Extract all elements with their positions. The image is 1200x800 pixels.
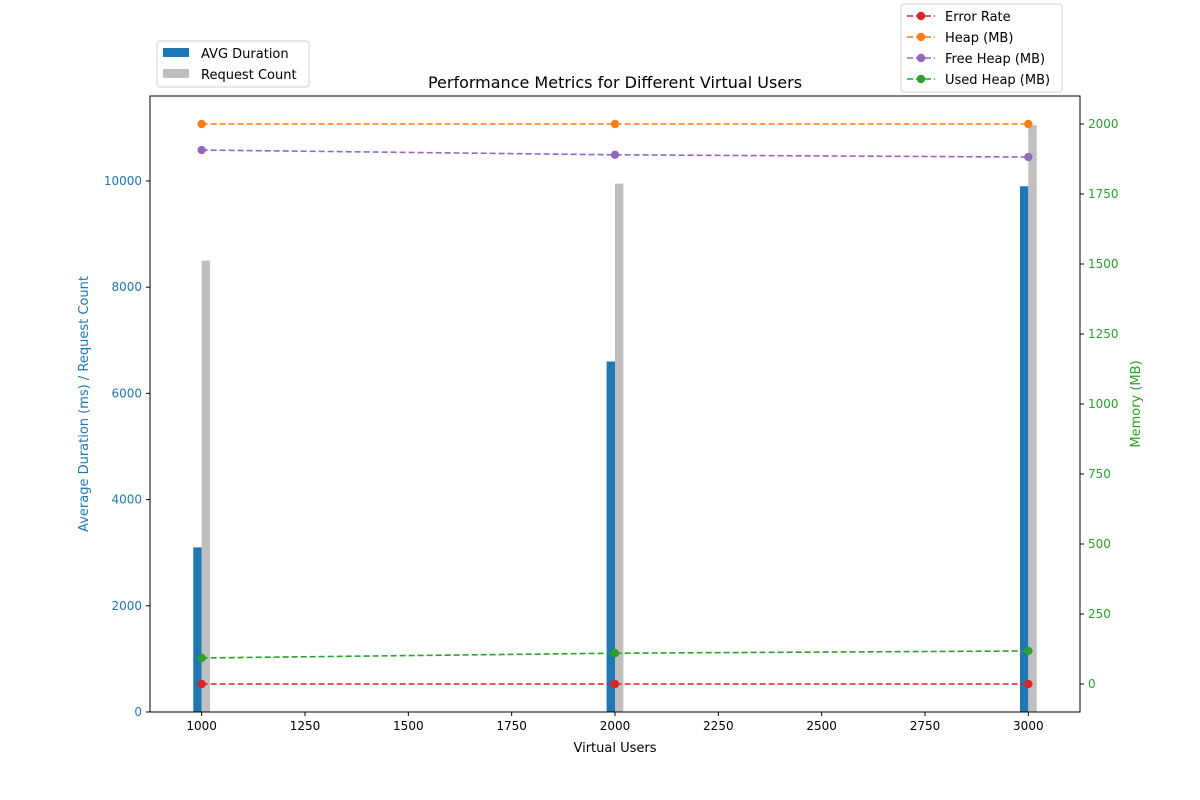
point-error-rate-3000: [1024, 679, 1033, 689]
legend-swatch-request-count: [163, 69, 189, 78]
point-heap-mb-3000: [1024, 119, 1033, 129]
x-tick-label-1250: 1250: [290, 719, 321, 733]
x-tick-label-1750: 1750: [496, 719, 527, 733]
line-used-heap-mb: [201, 650, 1029, 659]
y-axis-right: 0 250 500 750 1000 1250 1500 1750 2000: [1080, 117, 1119, 691]
legend-label-heap-mb: Heap (MB): [945, 31, 1013, 46]
y-right-tick-label-250: 250: [1088, 607, 1111, 621]
x-tick-label-2250: 2250: [703, 719, 734, 733]
legend-label-free-heap-mb: Free Heap (MB): [945, 52, 1045, 67]
x-tick-label-3000: 3000: [1013, 719, 1044, 733]
legend-marker-free-heap-mb: [916, 53, 926, 63]
point-error-rate-1000: [197, 679, 206, 689]
x-tick-label-2500: 2500: [806, 719, 837, 733]
legend-swatch-avg-duration: [163, 48, 189, 57]
y-left-tick-label-10000: 10000: [104, 174, 142, 188]
legend-bars-frame: [156, 40, 310, 88]
x-axis-label: Virtual Users: [573, 741, 656, 756]
point-free-heap-mb-3000: [1024, 152, 1033, 162]
bar-avg-duration-1000: [193, 547, 202, 712]
lines-layer: [197, 119, 1033, 689]
y-right-tick-label-0: 0: [1088, 677, 1096, 691]
point-free-heap-mb-1000: [197, 145, 206, 155]
line-free-heap-mb: [201, 149, 1029, 158]
bar-avg-duration-3000: [1019, 186, 1029, 712]
point-free-heap-mb-2000: [610, 150, 620, 159]
y-right-tick-label-1750: 1750: [1088, 187, 1119, 201]
x-tick-label-1000: 1000: [186, 719, 217, 733]
chart-title: Performance Metrics for Different Virtua…: [428, 73, 802, 92]
legend-label-avg-duration: AVG Duration: [201, 47, 289, 62]
bar-request-count-3000: [1028, 125, 1037, 712]
x-axis: 1000 1250 1500 1750 2000 2250 2500 2750 3000: [186, 712, 1044, 733]
y-right-tick-label-500: 500: [1088, 537, 1111, 551]
y-right-tick-label-2000: 2000: [1088, 117, 1119, 131]
legend-lines: Error Rate Heap (MB) Free Heap (MB) Used He…: [900, 3, 1063, 93]
y-left-tick-label-0: 0: [134, 705, 142, 719]
legend-label-request-count: Request Count: [201, 68, 297, 83]
legend-bars: AVG Duration Request Count: [156, 40, 310, 88]
bars-layer: [193, 125, 1037, 712]
legend-marker-error-rate: [916, 11, 926, 21]
y-left-tick-label-8000: 8000: [111, 280, 142, 294]
y-right-tick-label-1500: 1500: [1088, 257, 1119, 271]
point-used-heap-mb-1000: [197, 653, 206, 663]
y-left-tick-label-6000: 6000: [111, 386, 142, 400]
point-used-heap-mb-2000: [610, 649, 620, 658]
y-axis-left-label: Average Duration (ms) / Request Count: [77, 276, 92, 532]
y-right-tick-label-1250: 1250: [1088, 327, 1119, 341]
bar-request-count-1000: [201, 260, 211, 712]
point-heap-mb-1000: [197, 119, 206, 129]
legend-label-used-heap-mb: Used Heap (MB): [945, 73, 1050, 88]
legend-marker-heap-mb: [916, 32, 926, 42]
x-tick-label-2000: 2000: [600, 719, 631, 733]
point-used-heap-mb-3000: [1024, 646, 1033, 656]
legend-marker-used-heap-mb: [916, 74, 926, 84]
y-axis-left: 0 2000 4000 6000 8000 10000: [104, 174, 150, 719]
bar-request-count-2000: [615, 183, 624, 712]
x-tick-label-2750: 2750: [910, 719, 941, 733]
point-error-rate-2000: [610, 679, 620, 689]
y-right-tick-label-1000: 1000: [1088, 397, 1119, 411]
y-left-tick-label-4000: 4000: [111, 493, 142, 507]
legend-label-error-rate: Error Rate: [945, 10, 1011, 25]
y-left-tick-label-2000: 2000: [111, 599, 142, 613]
y-axis-right-label: Memory (MB): [1129, 360, 1144, 447]
legend-lines-frame: [900, 3, 1063, 93]
y-right-tick-label-750: 750: [1088, 467, 1111, 481]
bar-avg-duration-2000: [606, 361, 615, 712]
point-heap-mb-2000: [610, 119, 620, 129]
x-tick-label-1500: 1500: [393, 719, 424, 733]
